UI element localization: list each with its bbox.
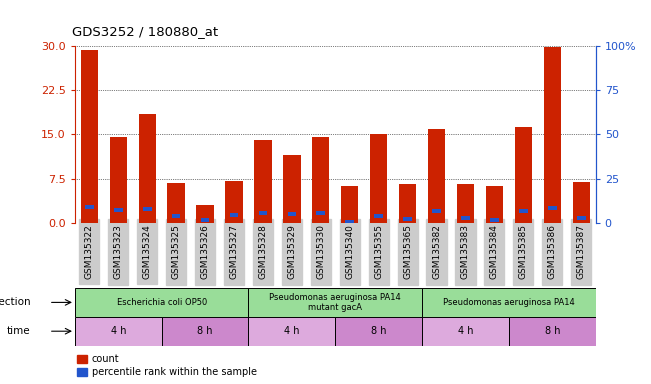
Bar <box>201 218 210 222</box>
Bar <box>114 208 122 212</box>
Bar <box>432 209 441 213</box>
Bar <box>490 218 499 222</box>
Bar <box>172 214 180 218</box>
Bar <box>109 137 127 223</box>
Bar <box>457 184 474 223</box>
Bar <box>81 50 98 223</box>
Bar <box>197 205 214 223</box>
Bar <box>139 114 156 223</box>
Bar <box>399 184 416 223</box>
Bar <box>572 182 590 223</box>
Bar <box>548 206 557 210</box>
Bar <box>75 317 161 346</box>
Bar <box>249 317 335 346</box>
Bar <box>316 211 325 215</box>
Bar <box>374 214 383 218</box>
Bar <box>249 288 422 317</box>
Bar <box>288 212 296 216</box>
Bar <box>335 317 422 346</box>
Bar <box>403 217 412 221</box>
Bar <box>461 216 470 220</box>
Text: GDS3252 / 180880_at: GDS3252 / 180880_at <box>72 25 217 38</box>
Bar <box>225 181 243 223</box>
Text: 4 h: 4 h <box>111 326 126 336</box>
Text: 4 h: 4 h <box>284 326 299 336</box>
Bar <box>75 288 249 317</box>
Bar <box>258 211 268 215</box>
Bar <box>544 47 561 223</box>
Bar <box>85 205 94 209</box>
Text: 8 h: 8 h <box>544 326 560 336</box>
Bar <box>230 213 238 217</box>
Bar <box>515 127 532 223</box>
Bar <box>346 220 354 224</box>
Bar <box>161 317 249 346</box>
Bar <box>428 129 445 223</box>
Bar <box>143 207 152 211</box>
Bar <box>486 186 503 223</box>
Text: 8 h: 8 h <box>371 326 387 336</box>
Bar <box>312 137 329 223</box>
Bar <box>577 216 585 220</box>
Bar <box>370 134 387 223</box>
Text: time: time <box>7 326 31 336</box>
Text: Pseudomonas aeruginosa PA14
mutant gacA: Pseudomonas aeruginosa PA14 mutant gacA <box>270 293 401 312</box>
Text: 4 h: 4 h <box>458 326 473 336</box>
Legend: count, percentile rank within the sample: count, percentile rank within the sample <box>73 351 260 381</box>
Text: Escherichia coli OP50: Escherichia coli OP50 <box>117 298 207 307</box>
Text: Pseudomonas aeruginosa PA14: Pseudomonas aeruginosa PA14 <box>443 298 575 307</box>
Bar <box>255 140 271 223</box>
Bar <box>341 186 359 223</box>
Text: infection: infection <box>0 297 31 308</box>
Bar <box>509 317 596 346</box>
Bar <box>422 288 596 317</box>
Bar <box>167 183 185 223</box>
Bar <box>283 155 301 223</box>
Bar <box>422 317 509 346</box>
Text: 8 h: 8 h <box>197 326 213 336</box>
Bar <box>519 209 528 213</box>
